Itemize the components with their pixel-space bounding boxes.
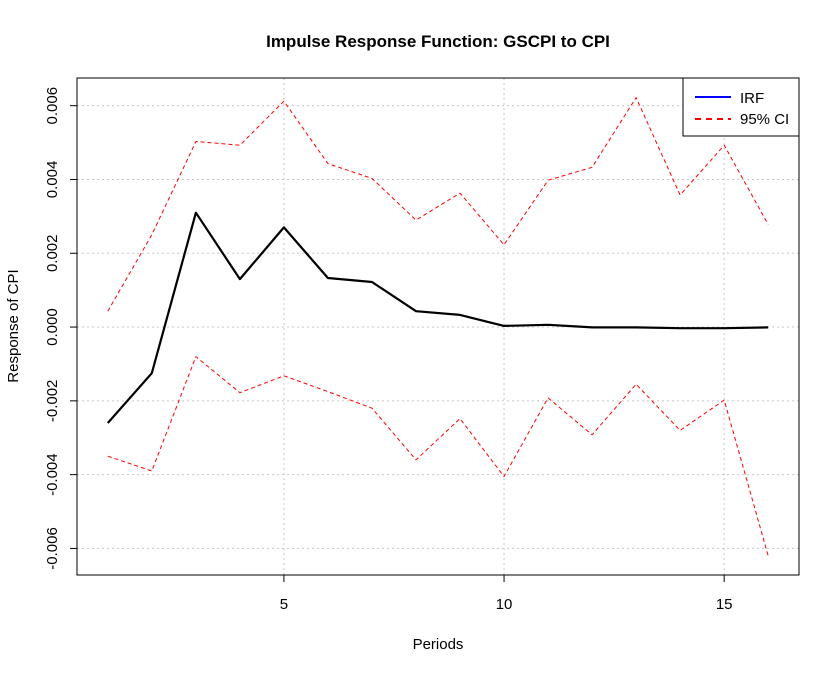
legend-ci-label: 95% CI: [740, 111, 789, 128]
grid: [77, 78, 799, 575]
y-tick-label-0: -0.006: [44, 527, 61, 570]
y-tick-label-4: 0.002: [44, 234, 61, 272]
axes: 5 10 15 -0.006 -0.004 -0.002 0.000 0.002 0.004 0.…: [44, 87, 733, 613]
series-layer: [106, 97, 769, 556]
ci-upper-line: [107, 97, 769, 312]
legend: IRF 95% CI: [682, 77, 800, 137]
chart-title: Impulse Response Function: GSCPI to CPI: [266, 32, 610, 51]
legend-box: [682, 77, 800, 137]
x-axis-title: Periods: [413, 636, 464, 653]
irf-line: [106, 211, 769, 424]
y-tick-label-2: -0.002: [44, 380, 61, 423]
x-tick-label-10: 10: [496, 596, 513, 613]
x-tick-label-5: 5: [280, 596, 288, 613]
y-tick-label-3: 0.000: [44, 308, 61, 346]
ci-lower-line: [107, 356, 769, 556]
y-tick-label-1: -0.004: [44, 453, 61, 496]
x-tick-label-15: 15: [716, 596, 733, 613]
legend-irf-label: IRF: [740, 90, 764, 107]
y-axis-title: Response of CPI: [5, 269, 22, 382]
y-tick-label-6: 0.006: [44, 87, 61, 125]
y-tick-label-5: 0.004: [44, 161, 61, 199]
